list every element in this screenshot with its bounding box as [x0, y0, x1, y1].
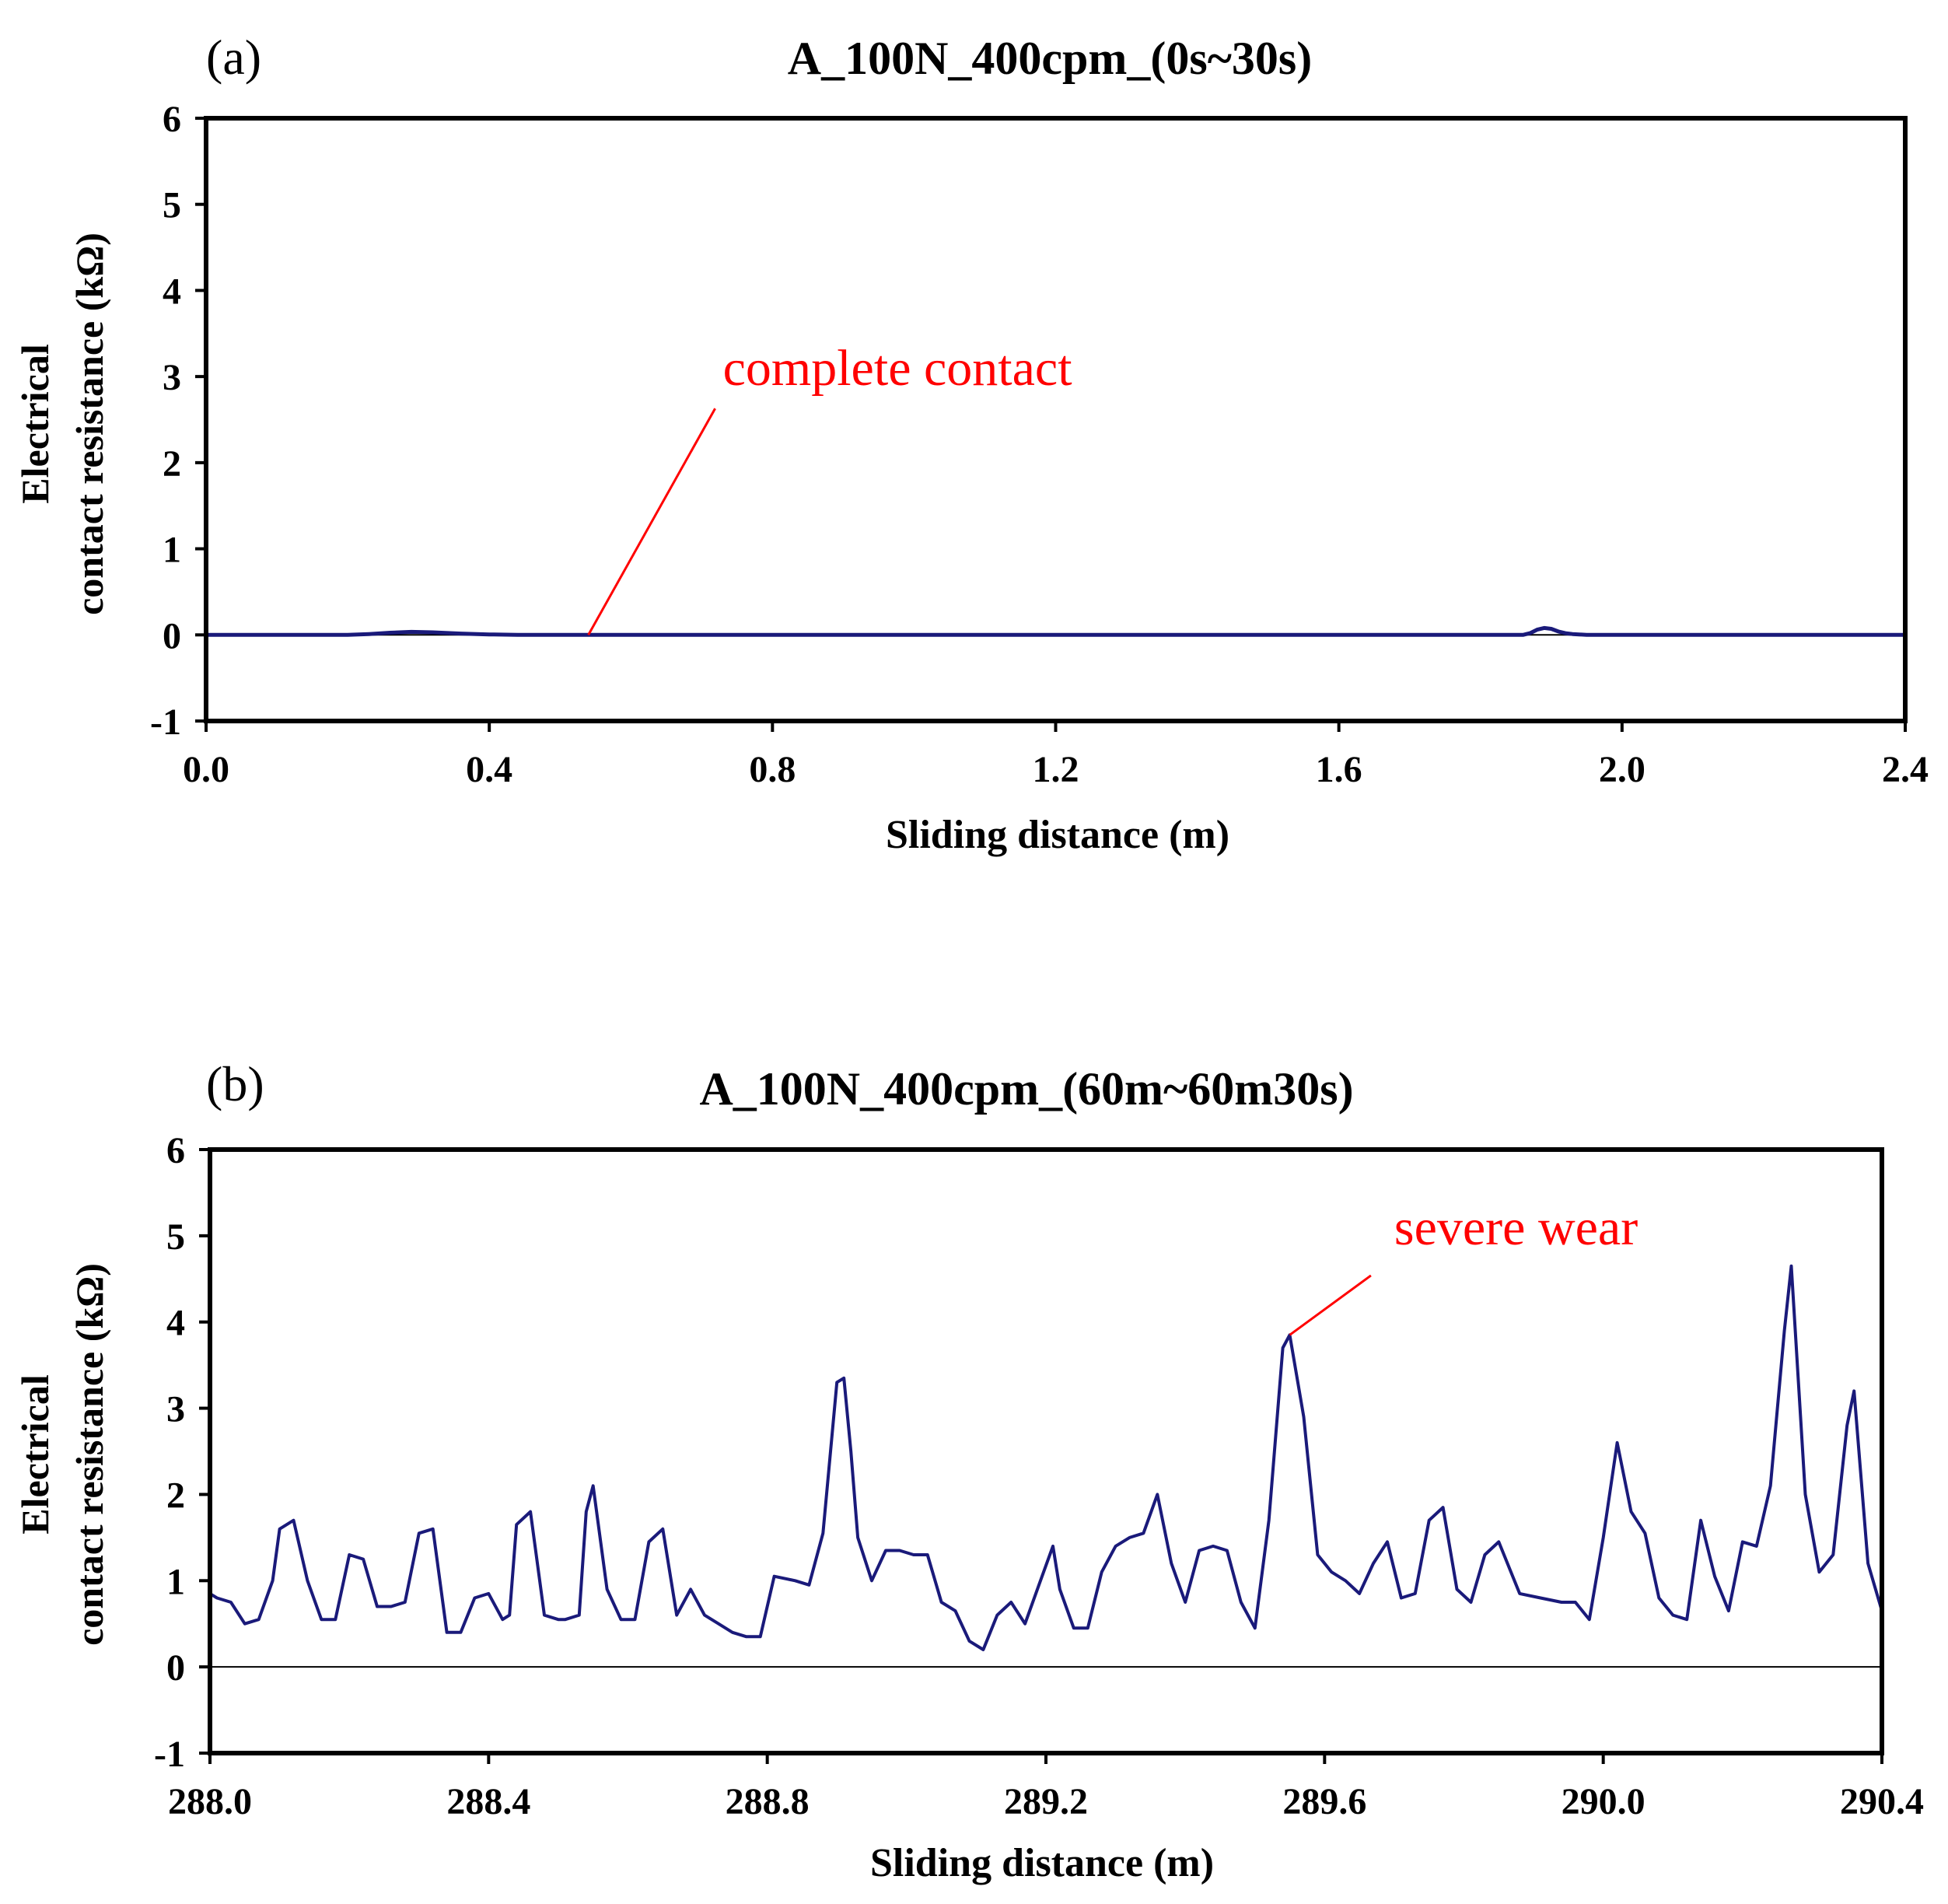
y-axis-label-b: Electrical contact resistance (kΩ) — [13, 1263, 111, 1646]
x-tick-label-a: 0.0 — [183, 749, 229, 790]
y-tick-label-a: 1 — [163, 530, 181, 571]
x-tick-label-b: 290.4 — [1840, 1781, 1924, 1822]
annotation-leader-b — [1289, 1274, 1372, 1336]
y-tick-label-a: 5 — [163, 185, 181, 226]
y-tick-label-b: 3 — [166, 1389, 185, 1430]
chart-panel-a: (a) A_100N_400cpm_(0s~30s) Sliding dista… — [13, 30, 1929, 857]
x-tick-label-a: 2.4 — [1882, 749, 1929, 790]
y-tick-label-b: 5 — [166, 1216, 185, 1258]
y-axis-label-line1-a: Electrical — [13, 344, 57, 504]
y-axis-label-line1-b: Electrical — [13, 1374, 57, 1535]
plot-frame-a — [204, 116, 1908, 723]
series-line-b — [208, 1264, 1883, 1651]
y-tick-label-b: 6 — [166, 1130, 185, 1171]
series-line-a — [206, 625, 1905, 637]
y-axis-label-a: Electrical contact resistance (kΩ) — [13, 233, 111, 615]
y-tick-label-b: 0 — [166, 1647, 185, 1689]
x-tick-label-b: 290.0 — [1562, 1781, 1645, 1822]
x-tick-label-a: 1.6 — [1316, 749, 1362, 790]
x-tick-label-b: 289.2 — [1004, 1781, 1088, 1822]
panel-label-b: (b) — [206, 1056, 264, 1111]
y-tick-label-a: 3 — [163, 357, 181, 398]
chart-panel-b: (b) A_100N_400cpm_(60m~60m30s) Sliding d… — [13, 1056, 1924, 1885]
y-tick-label-a: 2 — [163, 443, 181, 485]
chart-title-b: A_100N_400cpm_(60m~60m30s) — [699, 1063, 1353, 1115]
annotation-text-b: severe wear — [1394, 1199, 1638, 1256]
x-tick-label-a: 0.4 — [466, 749, 512, 790]
annotation-leader-a — [587, 408, 716, 636]
y-tick-label-a: 4 — [163, 271, 181, 312]
annotation-text-a: complete contact — [723, 340, 1072, 397]
panel-label-a: (a) — [206, 30, 261, 85]
x-tick-label-b: 289.6 — [1282, 1781, 1366, 1822]
y-tick-label-b: 4 — [166, 1303, 185, 1344]
x-tick-label-b: 288.8 — [726, 1781, 810, 1822]
x-tick-label-b: 288.4 — [446, 1781, 530, 1822]
x-axis-label-b: Sliding distance (m) — [870, 1841, 1214, 1885]
chart-title-a: A_100N_400cpm_(0s~30s) — [788, 33, 1313, 84]
y-tick-label-b: -1 — [154, 1734, 185, 1775]
x-tick-label-a: 0.8 — [749, 749, 796, 790]
y-tick-label-a: 6 — [163, 99, 181, 140]
x-tick-label-a: 1.2 — [1033, 749, 1079, 790]
y-tick-label-b: 1 — [166, 1561, 185, 1602]
y-axis-label-line2-a: contact resistance (kΩ) — [68, 233, 111, 615]
x-tick-label-a: 2.0 — [1599, 749, 1645, 790]
y-axis-label-line2-b: contact resistance (kΩ) — [68, 1263, 111, 1646]
x-axis-label-a: Sliding distance (m) — [886, 813, 1229, 857]
y-tick-label-a: 0 — [163, 615, 181, 656]
y-tick-label-b: 2 — [166, 1475, 185, 1516]
y-tick-label-a: -1 — [150, 702, 181, 743]
x-tick-label-b: 288.0 — [168, 1781, 252, 1822]
